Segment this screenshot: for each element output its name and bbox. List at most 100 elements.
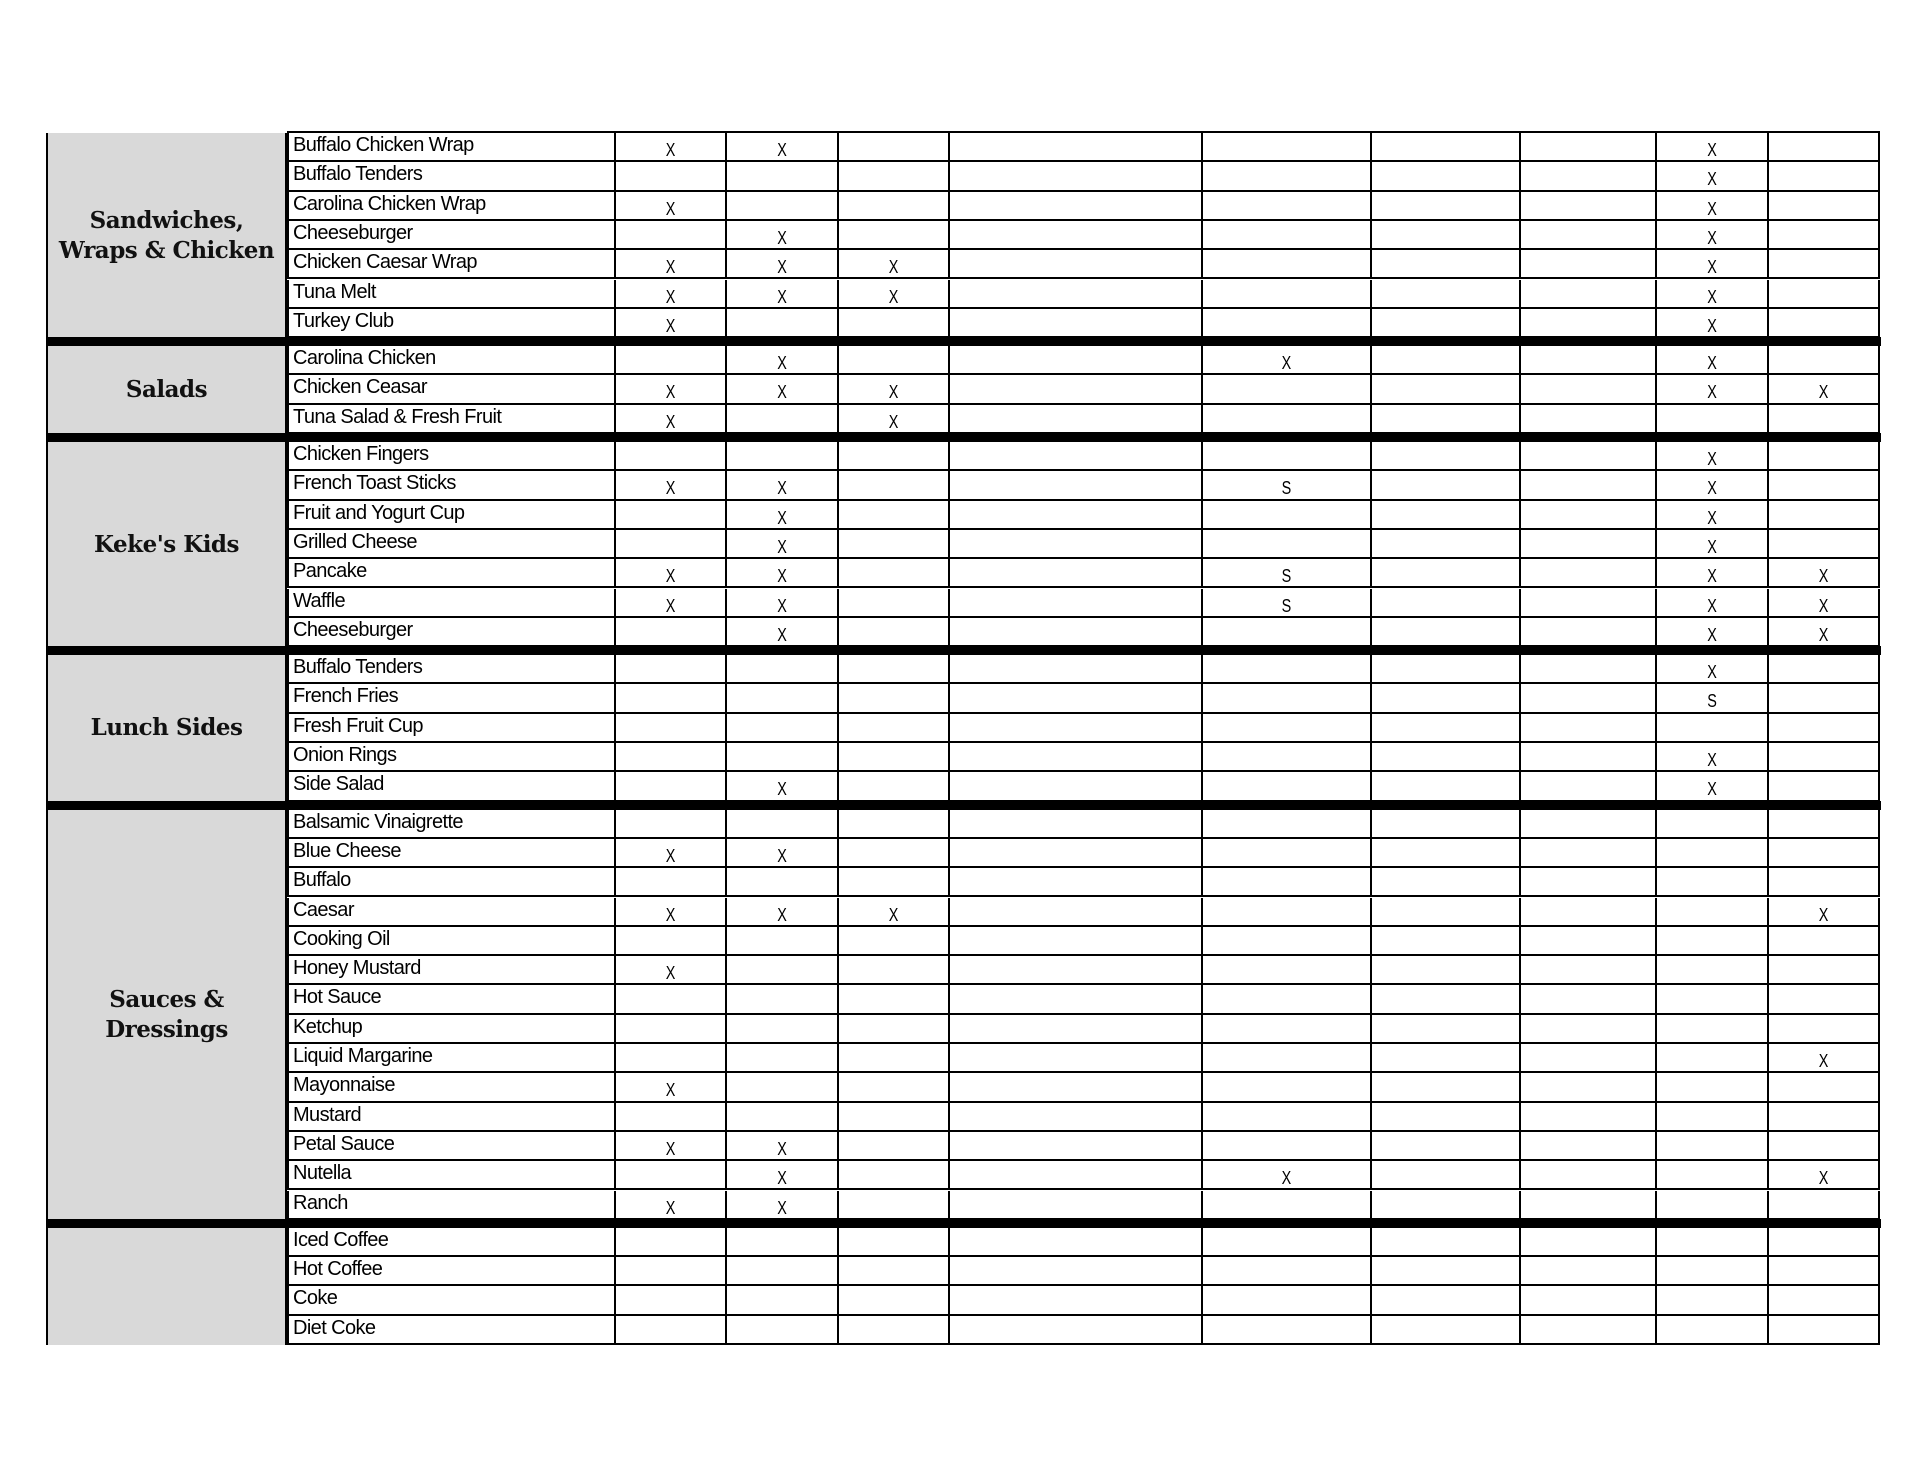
mark-value: X — [1818, 382, 1829, 403]
mark-cell — [1521, 684, 1657, 714]
mark-cell — [1372, 1227, 1521, 1258]
mark-cell — [1657, 713, 1769, 743]
mark-value: X — [1707, 257, 1717, 278]
mark-cell: X — [839, 375, 950, 405]
mark-value: X — [665, 140, 676, 160]
mark-cell — [1769, 1014, 1880, 1044]
mark-cell — [1203, 308, 1372, 339]
mark-cell — [1769, 250, 1880, 280]
mark-cell — [950, 1227, 1203, 1258]
mark-cell — [839, 684, 950, 714]
mark-cell: X — [1657, 588, 1769, 618]
mark-value: X — [1707, 353, 1717, 374]
mark-cell — [1769, 926, 1880, 957]
menu-item: Buffalo Chicken Wrap — [287, 133, 616, 163]
mark-cell: X — [1657, 133, 1769, 163]
mark-cell — [1203, 1102, 1372, 1132]
mark-cell — [1657, 1161, 1769, 1191]
section-label: Sauces & Dressings — [46, 809, 287, 1220]
mark-cell — [839, 1073, 950, 1103]
menu-item: Carolina Chicken — [287, 346, 616, 376]
mark-cell — [839, 500, 950, 530]
mark-cell — [950, 713, 1203, 743]
mark-cell — [839, 743, 950, 773]
mark-cell — [950, 529, 1203, 560]
mark-value: X — [665, 315, 676, 336]
mark-cell — [1372, 1286, 1521, 1316]
mark-cell — [616, 868, 727, 898]
mark-cell — [1657, 897, 1769, 927]
mark-cell — [1769, 1102, 1880, 1132]
mark-value: X — [777, 595, 787, 616]
mark-cell — [950, 559, 1203, 589]
section-label: Sandwiches, Wraps & Chicken — [46, 133, 287, 339]
mark-cell — [1657, 838, 1769, 869]
mark-cell — [1769, 713, 1880, 743]
mark-cell — [616, 220, 727, 251]
mark-value: X — [1707, 198, 1717, 219]
mark-value: X — [1707, 227, 1717, 248]
mark-value: X — [665, 382, 676, 403]
mark-cell — [1521, 743, 1657, 773]
mark-cell — [839, 1131, 950, 1162]
mark-cell — [1203, 250, 1372, 280]
menu-item: Tuna Melt — [287, 279, 616, 309]
mark-cell — [1769, 743, 1880, 773]
mark-cell — [1203, 375, 1372, 405]
section-divider — [46, 337, 1881, 347]
menu-item: Chicken Caesar Wrap — [287, 250, 616, 280]
mark-value: X — [1707, 449, 1717, 469]
mark-cell: X — [1203, 1161, 1372, 1191]
mark-cell: X — [616, 133, 727, 163]
mark-cell: X — [616, 838, 727, 869]
mark-cell — [1521, 279, 1657, 309]
mark-cell — [727, 868, 839, 898]
menu-item: Mustard — [287, 1102, 616, 1132]
mark-cell — [1521, 956, 1657, 986]
mark-cell — [727, 1227, 839, 1258]
mark-cell — [1521, 772, 1657, 802]
mark-cell — [1769, 655, 1880, 685]
mark-cell: X — [616, 588, 727, 618]
menu-item: Liquid Margarine — [287, 1044, 616, 1074]
mark-cell — [1657, 1190, 1769, 1220]
mark-cell — [616, 809, 727, 839]
mark-cell — [950, 404, 1203, 434]
mark-cell — [950, 375, 1203, 405]
mark-cell — [839, 1286, 950, 1316]
mark-cell — [1521, 529, 1657, 560]
mark-value: X — [777, 566, 787, 587]
mark-cell — [727, 926, 839, 957]
menu-item: Grilled Cheese — [287, 529, 616, 560]
mark-cell — [1521, 500, 1657, 530]
menu-item: Buffalo — [287, 868, 616, 898]
mark-cell — [1372, 1161, 1521, 1191]
mark-cell: X — [1657, 220, 1769, 251]
menu-item: Petal Sauce — [287, 1131, 616, 1162]
mark-cell — [1203, 220, 1372, 251]
mark-cell — [1769, 404, 1880, 434]
mark-cell — [1203, 404, 1372, 434]
mark-cell — [1769, 442, 1880, 472]
mark-cell — [839, 655, 950, 685]
mark-cell — [727, 684, 839, 714]
menu-item: Ranch — [287, 1190, 616, 1220]
mark-cell: X — [727, 838, 839, 869]
mark-cell — [1203, 655, 1372, 685]
mark-cell — [1372, 809, 1521, 839]
menu-item: Ketchup — [287, 1014, 616, 1044]
mark-cell — [1521, 133, 1657, 163]
mark-cell — [1521, 868, 1657, 898]
mark-cell: X — [616, 1131, 727, 1162]
mark-cell — [950, 588, 1203, 618]
mark-cell — [616, 713, 727, 743]
mark-cell — [950, 985, 1203, 1015]
mark-cell — [1203, 1014, 1372, 1044]
mark-value: X — [777, 286, 787, 307]
mark-cell: X — [1657, 772, 1769, 802]
mark-cell — [839, 956, 950, 986]
mark-value: X — [777, 140, 787, 160]
mark-cell — [839, 1161, 950, 1191]
mark-cell — [727, 404, 839, 434]
mark-cell — [950, 279, 1203, 309]
